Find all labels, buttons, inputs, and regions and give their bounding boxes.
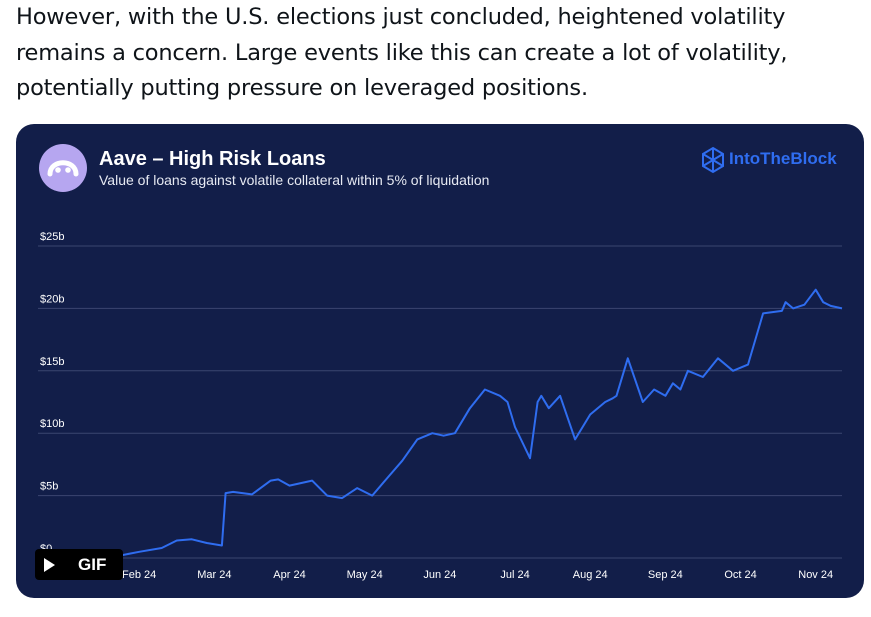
media-gif-card[interactable]: Aave – High Risk Loans Value of loans ag…: [16, 124, 864, 598]
tweet-text-line-1: However, with the U.S. elections just co…: [16, 4, 786, 30]
x-tick-label: Feb 24: [122, 569, 156, 581]
x-tick-label: Mar 24: [197, 569, 231, 581]
gif-label: GIF: [78, 554, 107, 574]
series-line: [63, 288, 843, 557]
y-tick-label: $10b: [40, 418, 64, 430]
y-tick-label: $20b: [40, 293, 64, 305]
y-tick-label: $5b: [40, 481, 58, 493]
x-tick-label: May 24: [347, 569, 383, 581]
chart: Aave – High Risk Loans Value of loans ag…: [38, 144, 843, 581]
x-tick-label: Jul 24: [500, 569, 529, 581]
chart-title: Aave – High Risk Loans: [99, 148, 326, 170]
x-tick-label: Nov 24: [798, 569, 833, 581]
gif-play-button[interactable]: GIF: [35, 549, 123, 580]
tweet-text-line-3: potentially putting pressure on leverage…: [16, 75, 588, 101]
intotheblock-logo-icon: [702, 146, 724, 174]
chart-subtitle: Value of loans against volatile collater…: [99, 172, 489, 188]
brand-name: IntoTheBlock: [729, 149, 837, 168]
x-tick-label: Oct 24: [724, 569, 756, 581]
x-tick-label: Sep 24: [648, 569, 683, 581]
tweet-text: However, with the U.S. elections just co…: [16, 0, 856, 107]
x-tick-label: Aug 24: [573, 569, 608, 581]
tweet-text-line-2: remains a concern. Large events like thi…: [16, 39, 788, 66]
chart-grid: [38, 245, 842, 559]
y-axis-ticks: $0$5b$10b$15b$20b$25b: [40, 231, 64, 555]
x-tick-label: Jun 24: [423, 569, 456, 581]
y-tick-label: $15b: [40, 356, 64, 368]
chart-series: [63, 288, 843, 557]
x-tick-label: Apr 24: [273, 569, 305, 581]
play-icon: [44, 557, 55, 572]
y-tick-label: $25b: [40, 231, 64, 243]
aave-logo-icon: [39, 144, 87, 192]
